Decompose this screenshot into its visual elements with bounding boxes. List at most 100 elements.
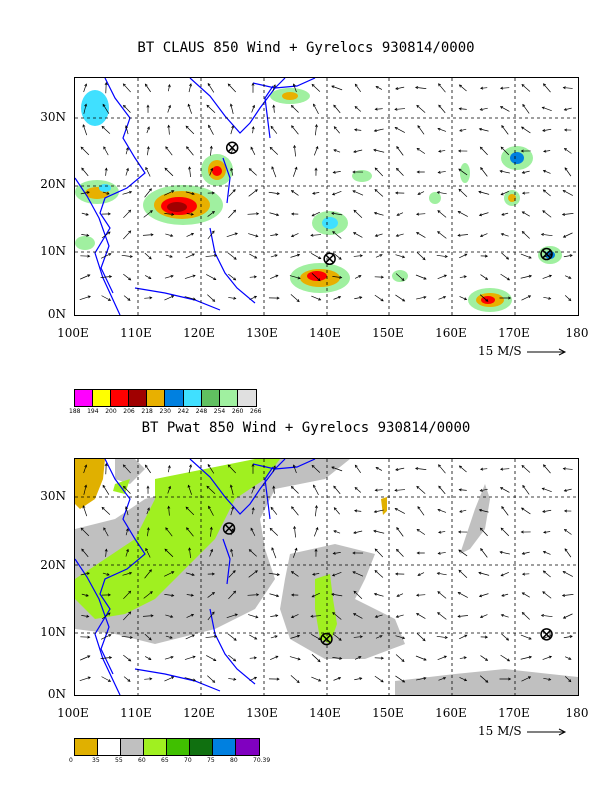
wind-arrow-head bbox=[422, 257, 426, 261]
wind-arrow-head bbox=[103, 146, 107, 150]
wind-arrow-head bbox=[144, 83, 148, 87]
wind-arrow-icon bbox=[479, 509, 489, 513]
wind-arrow-icon bbox=[100, 276, 112, 278]
wind-arrow-icon bbox=[291, 105, 299, 113]
wind-arrow-head bbox=[438, 149, 442, 153]
wind-arrow-icon bbox=[164, 594, 174, 596]
wind-arrow-icon bbox=[333, 296, 341, 300]
wind-arrow-icon bbox=[165, 254, 173, 258]
wind-arrow-icon bbox=[168, 125, 170, 135]
wind-arrow-head bbox=[318, 256, 322, 259]
wind-arrow-icon bbox=[480, 614, 488, 618]
wind-arrow-head bbox=[251, 507, 255, 511]
wind-arrow-head bbox=[543, 530, 547, 534]
wind-arrow-head bbox=[290, 485, 294, 489]
wind-arrow-head bbox=[548, 274, 553, 278]
wind-arrow-icon bbox=[270, 126, 278, 134]
wind-arrow-icon bbox=[562, 594, 574, 596]
wind-arrow-icon bbox=[291, 190, 299, 196]
wind-arrow-icon bbox=[458, 570, 468, 578]
wind-arrow-head bbox=[165, 527, 169, 531]
pwat-map-panel bbox=[74, 458, 579, 696]
wind-arrow-icon bbox=[143, 591, 153, 599]
wind-arrow-icon bbox=[208, 125, 214, 135]
wind-arrow-icon bbox=[186, 527, 194, 537]
wind-arrow-head bbox=[395, 548, 399, 552]
colorbar-label: 218 bbox=[141, 408, 153, 415]
wind-arrow-head bbox=[484, 254, 489, 258]
wind-arrow-head bbox=[127, 297, 131, 301]
wind-arrow-icon bbox=[353, 636, 363, 638]
wind-arrow-head bbox=[187, 103, 191, 107]
wind-arrow-icon bbox=[228, 83, 236, 93]
wind-arrow-icon bbox=[249, 296, 257, 300]
wind-arrow-head bbox=[528, 636, 532, 640]
wind-arrow-head bbox=[394, 488, 398, 492]
wind-arrow-head bbox=[150, 614, 154, 618]
wind-arrow-icon bbox=[331, 466, 343, 472]
wind-arrow-icon bbox=[501, 571, 509, 577]
wind-arrow-head bbox=[416, 147, 420, 151]
wind-arrow-head bbox=[274, 254, 278, 258]
colorbar-label: 65 bbox=[161, 757, 169, 764]
wind-arrow-head bbox=[85, 593, 89, 597]
wind-arrow-head bbox=[520, 530, 524, 534]
wind-arrow-head bbox=[478, 508, 482, 512]
wind-arrow-head bbox=[521, 612, 525, 616]
wind-arrow-icon bbox=[270, 615, 278, 617]
wind-arrow-icon bbox=[564, 529, 572, 535]
wind-arrow-icon bbox=[459, 509, 467, 513]
wind-arrow-icon bbox=[438, 171, 446, 173]
wind-arrow-head bbox=[541, 487, 545, 491]
wind-arrow-icon bbox=[289, 656, 301, 660]
wind-arrow-icon bbox=[395, 635, 405, 639]
wind-arrow-icon bbox=[125, 528, 129, 536]
wind-arrow-icon bbox=[333, 104, 341, 114]
wind-arrow-icon bbox=[227, 633, 237, 641]
wind-arrow-head bbox=[479, 488, 483, 492]
wind-arrow-head bbox=[190, 613, 195, 617]
wind-arrow-icon bbox=[105, 168, 107, 176]
p2-xtick-110e: 110E bbox=[120, 706, 152, 720]
wind-arrow-head bbox=[354, 83, 358, 87]
wind-arrow-head bbox=[500, 86, 504, 90]
wind-arrow-icon bbox=[480, 167, 488, 177]
wind-arrow-head bbox=[505, 256, 510, 260]
wind-arrow-head bbox=[521, 211, 525, 215]
wind-arrow-head bbox=[310, 614, 314, 618]
wind-arrow-head bbox=[171, 212, 175, 216]
wind-arrow-head bbox=[290, 234, 295, 238]
wind-arrow-head bbox=[354, 128, 358, 132]
wind-arrow-icon bbox=[228, 273, 236, 281]
wind-arrow-head bbox=[251, 463, 255, 467]
wind-arrow-icon bbox=[184, 296, 196, 300]
wind-arrow-head bbox=[416, 170, 420, 174]
wind-arrow-icon bbox=[123, 83, 131, 93]
wind-arrow-icon bbox=[249, 276, 257, 278]
wind-arrow-head bbox=[457, 149, 462, 153]
wind-arrow-icon bbox=[144, 275, 152, 279]
wind-arrow-icon bbox=[269, 655, 279, 661]
wind-arrow-head bbox=[395, 615, 399, 618]
p2-colorbar bbox=[74, 738, 260, 756]
wind-arrow-head bbox=[501, 212, 505, 216]
wind-arrow-head bbox=[252, 485, 256, 489]
wind-arrow-head bbox=[423, 276, 427, 280]
wind-arrow-head bbox=[521, 84, 525, 87]
wind-arrow-head bbox=[250, 527, 254, 531]
wind-arrow-head bbox=[416, 528, 420, 532]
wind-arrow-icon bbox=[417, 506, 425, 516]
wind-arrow-head bbox=[333, 126, 337, 130]
wind-arrow-head bbox=[333, 507, 337, 511]
wind-arrow-head bbox=[312, 191, 316, 195]
wind-arrow-icon bbox=[83, 464, 87, 474]
wind-arrow-head bbox=[213, 277, 217, 280]
wind-arrow-icon bbox=[396, 168, 404, 176]
wind-arrow-head bbox=[171, 571, 175, 574]
wind-arrow-icon bbox=[542, 591, 552, 599]
wind-arrow-icon bbox=[522, 612, 530, 620]
wind-arrow-head bbox=[209, 145, 213, 149]
wind-arrow-head bbox=[331, 573, 336, 577]
wind-arrow-head bbox=[563, 509, 568, 513]
wind-arrow-icon bbox=[332, 191, 342, 195]
